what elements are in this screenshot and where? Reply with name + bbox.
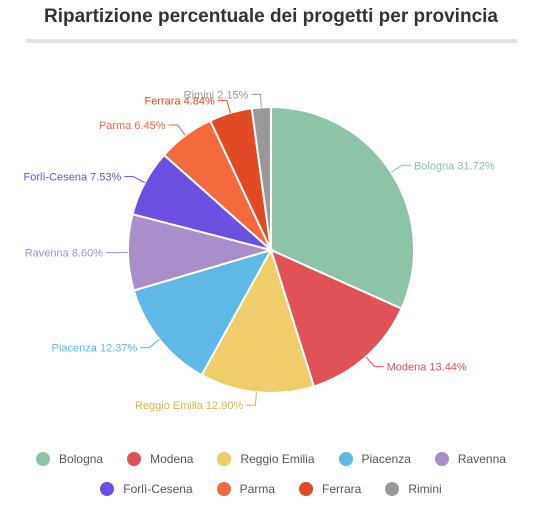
- chart-title: Ripartizione percentuale dei progetti pe…: [44, 6, 498, 27]
- data-label-reggio-emilia: Reggio Emilia 12.90%: [135, 400, 243, 412]
- leader-line-piacenza: [140, 339, 160, 349]
- legend-label: Forlì-Cesena: [123, 482, 193, 496]
- legend-swatch: [217, 452, 232, 466]
- legend-swatch: [127, 452, 142, 466]
- legend-swatch: [216, 482, 231, 496]
- leader-line-forl-cesena: [124, 176, 146, 184]
- legend-item-bologna[interactable]: Bologna: [36, 452, 103, 466]
- data-label-piacenza: Piacenza 12.37%: [52, 343, 138, 355]
- legend-swatch: [385, 482, 400, 496]
- legend-swatch: [338, 452, 353, 466]
- data-label-parma: Parma 6.45%: [99, 120, 166, 132]
- legend-label: Ferrara: [322, 482, 362, 496]
- data-label-bologna: Bologna 31.72%: [414, 160, 495, 172]
- legend-swatch: [36, 452, 51, 466]
- data-label-ferrara: Ferrara 4.84%: [145, 95, 216, 107]
- leader-line-reggio-emilia: [246, 392, 258, 406]
- leader-line-ferrara: [217, 99, 231, 113]
- pie-slice-rimini[interactable]: [250, 105, 272, 251]
- legend-label: Piacenza: [361, 452, 411, 466]
- legend-item-parma[interactable]: Parma: [216, 482, 275, 496]
- leader-line-modena: [365, 356, 384, 368]
- legend-swatch: [434, 452, 449, 466]
- data-label-modena: Modena 13.44%: [387, 362, 467, 374]
- leader-line-parma: [168, 124, 186, 136]
- pie-slice-reggio-emilia[interactable]: [200, 247, 316, 394]
- legend-item-ferrara[interactable]: Ferrara: [299, 482, 361, 496]
- title-divider: [26, 39, 517, 43]
- pie-slice-bologna[interactable]: [270, 105, 415, 310]
- legend-swatch: [299, 482, 313, 496]
- data-label-forl-cesena: Forlì-Cesena 7.53%: [24, 172, 122, 184]
- legend-label: Rimini: [408, 482, 442, 496]
- legend-label: Modena: [150, 452, 194, 466]
- legend-item-reggio-emilia[interactable]: Reggio Emilia: [217, 452, 315, 466]
- legend-label: Ravenna: [457, 452, 506, 466]
- pie-chart: Bologna 31.72% Modena 13.44% Reggio Emilia…: [24, 89, 495, 412]
- legend-label: Bologna: [59, 452, 104, 466]
- legend-item-forl-cesena[interactable]: Forlì-Cesena: [100, 482, 193, 496]
- data-label-rimini: Rimini 2.15%: [184, 89, 249, 101]
- legend-label: Parma: [239, 482, 275, 496]
- legend-row-1: Bologna Modena Reggio Emilia Piacenza Ravenn…: [0, 452, 542, 466]
- leader-line-rimini: [251, 93, 262, 108]
- legend-item-ravenna[interactable]: Ravenna: [434, 452, 506, 466]
- leader-line-bologna: [390, 164, 411, 173]
- legend-row-2: Forlì-Cesena Parma Ferrara Rimini: [0, 482, 542, 496]
- legend-swatch: [100, 482, 115, 496]
- data-label-ravenna: Ravenna 8.60%: [25, 248, 103, 260]
- legend-label: Reggio Emilia: [240, 452, 315, 466]
- legend-item-piacenza[interactable]: Piacenza: [338, 452, 411, 466]
- legend-item-modena[interactable]: Modena: [127, 452, 193, 466]
- legend-item-rimini[interactable]: Rimini: [385, 482, 442, 496]
